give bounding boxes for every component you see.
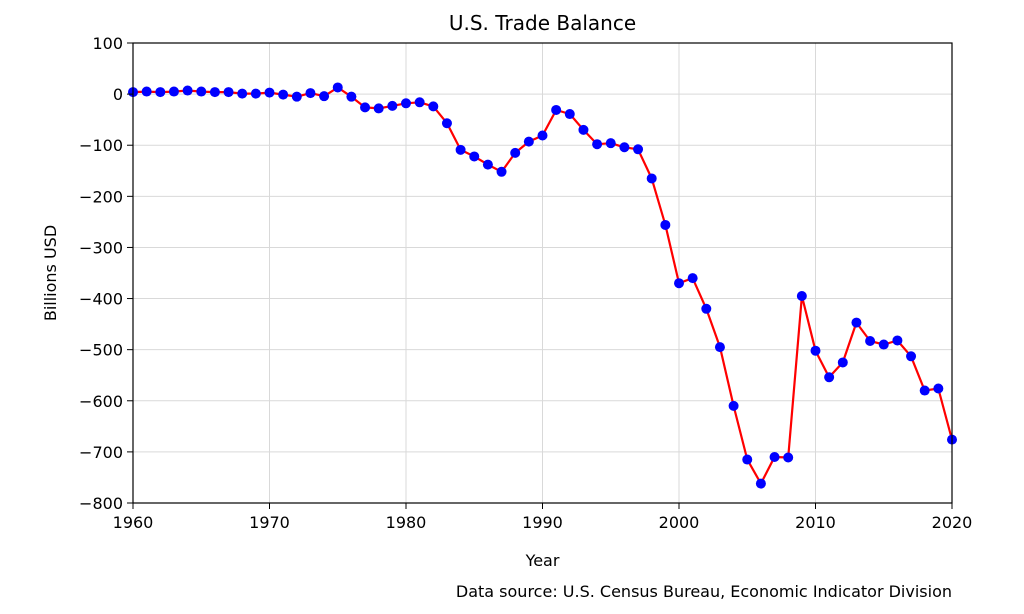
data-point (933, 383, 944, 394)
data-point (728, 400, 739, 411)
data-point (182, 85, 193, 96)
data-point (414, 97, 425, 108)
x-axis-label: Year (525, 551, 560, 570)
y-tick-label: −600 (79, 392, 123, 411)
y-tick-label: −200 (79, 187, 123, 206)
data-point (223, 87, 234, 98)
x-tick-label: 1960 (113, 513, 154, 532)
data-point (714, 342, 725, 353)
data-point (319, 91, 330, 102)
y-tick-label: 100 (92, 34, 123, 53)
y-tick-label: 0 (113, 85, 123, 104)
data-point (783, 452, 794, 463)
data-point (441, 118, 452, 129)
data-point (605, 138, 616, 149)
y-tick-label: −800 (79, 494, 123, 513)
data-point (264, 87, 275, 98)
data-point (387, 100, 398, 111)
data-point (141, 86, 152, 97)
data-point (906, 351, 917, 362)
data-point (633, 144, 644, 155)
data-point (237, 88, 248, 99)
source-note: Data source: U.S. Census Bureau, Economi… (456, 582, 952, 601)
data-point (919, 385, 930, 396)
y-tick-label: −500 (79, 341, 123, 360)
data-point (291, 91, 302, 102)
data-point (810, 345, 821, 356)
chart-title: U.S. Trade Balance (449, 11, 636, 35)
data-point (660, 219, 671, 230)
data-point (824, 372, 835, 383)
data-point (209, 87, 220, 98)
data-point (592, 139, 603, 150)
data-point (865, 335, 876, 346)
x-tick-label: 2000 (659, 513, 700, 532)
data-point (332, 82, 343, 93)
data-point (155, 87, 166, 98)
data-point (510, 147, 521, 158)
data-point (646, 173, 657, 184)
data-point (537, 130, 548, 141)
data-point (551, 104, 562, 115)
data-point (878, 339, 889, 350)
x-tick-label: 2020 (932, 513, 973, 532)
y-tick-label: −700 (79, 443, 123, 462)
data-point (346, 91, 357, 102)
data-point (578, 124, 589, 135)
data-point (168, 86, 179, 97)
data-point (619, 142, 630, 153)
x-tick-label: 1990 (522, 513, 563, 532)
data-point (196, 86, 207, 97)
data-point (674, 278, 684, 289)
y-tick-label: −400 (79, 290, 123, 309)
data-point (360, 102, 371, 113)
x-tick-label: 1980 (386, 513, 427, 532)
data-point (564, 109, 575, 120)
y-axis-label: Billions USD (41, 225, 60, 321)
x-axis: 1960 1970 1980 1990 2000 2010 2020 (113, 503, 973, 532)
data-point (373, 103, 384, 114)
data-point (851, 317, 862, 328)
data-point (401, 98, 411, 109)
data-point (305, 88, 316, 99)
y-tick-label: −100 (79, 136, 123, 155)
data-point (250, 88, 261, 99)
data-point-layer (128, 82, 957, 489)
data-point (701, 303, 712, 314)
x-tick-label: 1970 (249, 513, 290, 532)
data-point (469, 151, 480, 162)
data-point (755, 478, 766, 489)
data-point (687, 273, 698, 284)
data-point (496, 166, 507, 177)
x-tick-label: 2010 (795, 513, 836, 532)
grid-lines (132, 42, 953, 504)
data-point (742, 454, 753, 465)
data-point (482, 159, 493, 170)
data-point (523, 136, 534, 147)
y-tick-label: −300 (79, 238, 123, 257)
data-point (455, 144, 466, 155)
data-point (892, 335, 903, 346)
data-point (796, 291, 807, 301)
data-point (278, 89, 289, 100)
data-point (769, 452, 780, 462)
y-axis: 100 0 −100 −200 −300 −400 −500 −600 −700 −800 (79, 34, 133, 513)
data-point (837, 357, 848, 368)
data-point (428, 101, 439, 112)
